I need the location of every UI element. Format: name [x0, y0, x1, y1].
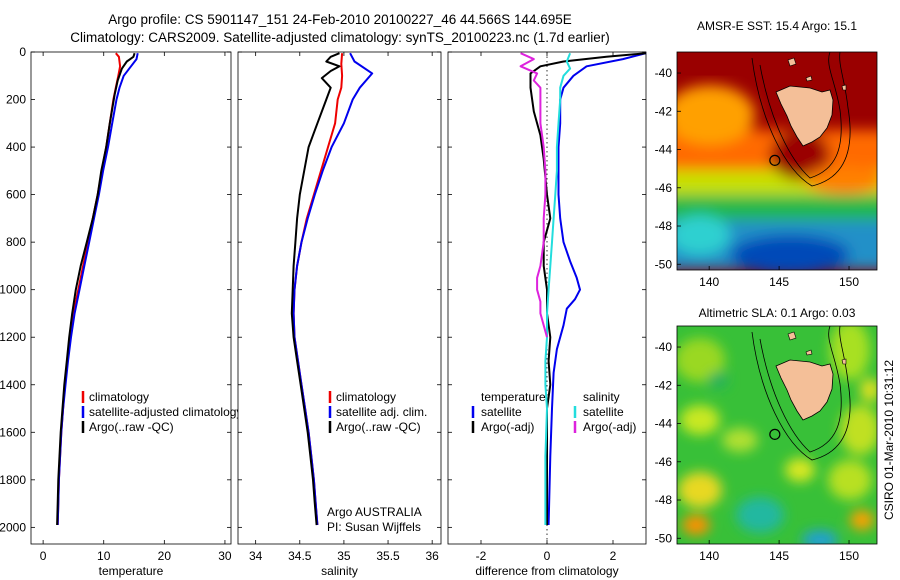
- depth-tick-label: 2000: [0, 520, 26, 534]
- header-line-2: Climatology: CARS2009. Satellite-adjuste…: [70, 30, 610, 45]
- salinity-xlabel: salinity: [321, 564, 358, 578]
- altimetric-sla-ytick-label: -40: [655, 340, 673, 354]
- sla-contour: [759, 326, 842, 453]
- argo-credit-line: Argo AUSTRALIA: [327, 505, 422, 519]
- sst-argo-marker: [769, 154, 781, 166]
- salinity-legend-label: satellite adj. clim.: [336, 405, 427, 419]
- salinity-series-line: [290, 52, 341, 526]
- sst-map: [677, 52, 877, 270]
- difference-xtick-label: 0: [544, 549, 551, 563]
- temperature-legend-label: Argo(..raw -QC): [89, 420, 174, 434]
- salinity-panel: 34 34.5 35 35.5 36 salinity climatologysatelli…: [237, 51, 442, 578]
- altimetric-sla-ytick-label: -50: [655, 531, 673, 545]
- difference-series-line: [529, 52, 647, 525]
- sst-tasmania: [775, 85, 834, 147]
- difference-xlabel: difference from climatology: [475, 564, 618, 578]
- difference-legend-label: satellite: [481, 405, 522, 419]
- salinity-legend-label: Argo(..raw -QC): [336, 420, 421, 434]
- sst-contour: [759, 52, 842, 179]
- sla-argo-marker: [769, 428, 781, 440]
- difference-xtick-label: 2: [610, 549, 617, 563]
- depth-tick-label: 1200: [0, 330, 26, 344]
- sst-map-title: AMSR-E SST: 15.4 Argo: 15.1: [697, 19, 857, 33]
- depth-tick-label: 0: [19, 45, 26, 59]
- depth-tick-label: 200: [6, 93, 26, 107]
- temperature-xlabel: temperature: [99, 564, 164, 578]
- salinity-xtick-label: 34.5: [288, 549, 312, 563]
- salinity-legend-label: climatology: [336, 390, 396, 404]
- salinity-xtick-label: 36: [425, 549, 439, 563]
- sla-tasmania: [775, 359, 834, 421]
- altimetric-sla-ytick-label: -44: [655, 417, 673, 431]
- difference-legend-title-temperature: temperature: [481, 390, 546, 404]
- salinity-axes-frame: [237, 51, 442, 545]
- altimetric-sla-xtick-label: 150: [839, 549, 859, 563]
- argo-credit-line: PI: Susan Wijffels: [327, 520, 421, 534]
- difference-series-line: [519, 52, 548, 338]
- amsre-sst-ytick-label: -44: [655, 143, 673, 157]
- sla-map-title: Altimetric SLA: 0.1 Argo: 0.03: [699, 306, 856, 320]
- salinity-xtick-label: 35.5: [376, 549, 400, 563]
- amsre-sst-xtick-label: 150: [839, 275, 859, 289]
- sla-map: [677, 326, 877, 544]
- amsre-sst-ytick-label: -50: [655, 257, 673, 271]
- csiro-timestamp: CSIRO 01-Mar-2010 10:31:12: [882, 360, 896, 520]
- altimetric-sla-ytick-label: -46: [655, 455, 673, 469]
- difference-series-line: [547, 52, 647, 526]
- amsre-sst-xtick-label: 140: [699, 275, 719, 289]
- salinity-xtick-label: 34: [249, 549, 263, 563]
- difference-legend-label: satellite: [583, 405, 624, 419]
- difference-xtick-label: -2: [476, 549, 487, 563]
- amsre-sst-xtick-label: 145: [769, 275, 789, 289]
- temperature-xtick-label: 20: [158, 549, 172, 563]
- temperature-legend-label: climatology: [89, 390, 149, 404]
- temperature-panel: 0 10 20 30 temperature 0 200 400 600 800 1000 1200 1…: [0, 45, 242, 578]
- temperature-xtick-label: 30: [218, 549, 232, 563]
- temperature-xtick-label: 10: [97, 549, 111, 563]
- altimetric-sla-xtick-label: 145: [769, 549, 789, 563]
- altimetric-sla-xtick-label: 140: [699, 549, 719, 563]
- depth-tick-label: 600: [6, 188, 26, 202]
- depth-tick-label: 800: [6, 235, 26, 249]
- temperature-xtick-label: 0: [40, 549, 47, 563]
- amsre-sst-ytick-label: -46: [655, 181, 673, 195]
- salinity-xtick-label: 35: [337, 549, 351, 563]
- depth-tick-label: 1000: [0, 283, 26, 297]
- altimetric-sla-ytick-label: -48: [655, 493, 673, 507]
- temperature-series-line: [56, 52, 136, 526]
- sst-map-axes: 140 145 150 -40 -42 -44 -46 -48 -50: [655, 66, 860, 289]
- amsre-sst-ytick-label: -48: [655, 219, 673, 233]
- altimetric-sla-ytick-label: -42: [655, 378, 673, 392]
- depth-tick-label: 1600: [0, 425, 26, 439]
- amsre-sst-ytick-label: -40: [655, 66, 673, 80]
- depth-tick-label: 1400: [0, 378, 26, 392]
- difference-series-line: [544, 52, 572, 525]
- depth-tick-label: 1800: [0, 473, 26, 487]
- temperature-legend-label: satellite-adjusted climatology: [89, 405, 242, 419]
- sla-map-axes: 140 145 150 -40 -42 -44 -46 -48 -50: [655, 340, 860, 563]
- header-line-1: Argo profile: CS 5901147_151 24-Feb-2010…: [108, 12, 572, 27]
- depth-tick-label: 400: [6, 140, 26, 154]
- difference-legend-title-salinity: salinity: [583, 390, 620, 404]
- amsre-sst-ytick-label: -42: [655, 104, 673, 118]
- difference-legend-label: Argo(-adj): [481, 420, 534, 434]
- difference-legend-label: Argo(-adj): [583, 420, 636, 434]
- temperature-axes-frame: [30, 51, 232, 545]
